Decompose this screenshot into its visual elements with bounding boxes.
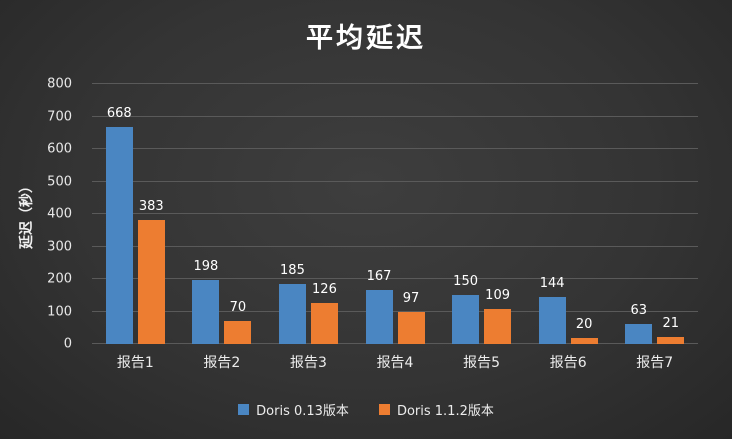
y-tick-label: 700 bbox=[47, 109, 72, 124]
x-tick-label: 报告5 bbox=[463, 355, 501, 371]
chart-title: 平均延迟 bbox=[306, 23, 426, 54]
x-axis-labels: 报告1 报告2 报告3 报告4 报告5 报告6 报告7 bbox=[92, 352, 698, 372]
gridline bbox=[92, 278, 698, 279]
bar-series-1: 21 bbox=[657, 316, 685, 344]
y-axis-ticks: 0 100 200 300 400 500 600 700 800 bbox=[0, 77, 82, 352]
bar-group: 63 21 bbox=[611, 84, 698, 344]
legend-label-doris-013: Doris 0.13版本 bbox=[256, 404, 349, 419]
legend-item-doris-112: Doris 1.1.2版本 bbox=[378, 400, 494, 419]
y-tick-label: 300 bbox=[47, 239, 72, 254]
gridline bbox=[92, 245, 698, 247]
plot-area: 668 383 198 70 185 126 167 97 150 109 144 20 63 21 bbox=[92, 83, 698, 344]
bar-group: 198 70 bbox=[179, 84, 266, 344]
bar-value-label: 144 bbox=[539, 276, 565, 292]
bar-series-0: 63 bbox=[625, 303, 653, 344]
bar-value-label: 109 bbox=[485, 287, 511, 303]
bar-series-1: 109 bbox=[484, 288, 512, 344]
bar-value-label: 20 bbox=[575, 316, 593, 332]
y-tick-label: 500 bbox=[47, 174, 72, 189]
gridline bbox=[92, 115, 698, 117]
gridline bbox=[92, 310, 698, 312]
bar-value-label: 126 bbox=[312, 282, 337, 298]
bar-groups: 668 383 198 70 185 126 167 97 150 109 144 20 63 21 bbox=[92, 84, 698, 344]
legend-swatch-doris-013 bbox=[238, 404, 250, 415]
bar-value-label: 70 bbox=[229, 300, 247, 316]
bar-series-0: 150 bbox=[452, 274, 480, 344]
bar-value-label: 383 bbox=[138, 198, 164, 214]
bar-value-label: 97 bbox=[402, 291, 420, 307]
bar-value-label: 185 bbox=[280, 262, 305, 278]
x-tick-label: 报告3 bbox=[289, 355, 327, 371]
bar-series-0: 668 bbox=[105, 106, 133, 344]
bar-series-1: 97 bbox=[397, 291, 425, 344]
gridlines bbox=[92, 83, 698, 344]
bar-group: 144 20 bbox=[525, 84, 612, 344]
gridline bbox=[92, 83, 698, 84]
bar-group: 668 383 bbox=[92, 84, 179, 344]
gridline bbox=[92, 180, 698, 182]
x-tick-label: 报告7 bbox=[636, 355, 674, 371]
legend-item-doris-013: Doris 0.13版本 bbox=[238, 400, 349, 419]
bar-series-1: 70 bbox=[224, 300, 252, 344]
x-tick-label: 报告4 bbox=[376, 355, 414, 371]
y-tick-label: 400 bbox=[47, 206, 72, 222]
bar-group: 185 126 bbox=[265, 84, 352, 344]
legend: Doris 0.13版本 Doris 1.1.2版本 bbox=[0, 400, 732, 419]
bar-value-label: 668 bbox=[106, 105, 132, 121]
bar-value-label: 63 bbox=[630, 302, 648, 318]
bar-value-label: 198 bbox=[193, 258, 219, 274]
bar-series-1: 126 bbox=[310, 282, 338, 344]
bar-group: 150 109 bbox=[438, 84, 525, 344]
y-tick-label: 0 bbox=[63, 336, 72, 352]
bar-value-label: 150 bbox=[453, 274, 479, 290]
y-tick-label: 600 bbox=[47, 141, 72, 157]
bar-value-label: 21 bbox=[662, 316, 680, 332]
bar-group: 167 97 bbox=[352, 84, 439, 344]
gridline bbox=[92, 213, 698, 214]
x-tick-label: 报告1 bbox=[116, 355, 154, 371]
bar-series-1: 20 bbox=[570, 317, 598, 344]
x-tick-label: 报告2 bbox=[203, 355, 241, 371]
gridline bbox=[92, 148, 698, 149]
x-tick-label: 报告6 bbox=[549, 355, 587, 371]
bar-series-0: 198 bbox=[192, 259, 220, 344]
legend-label-doris-112: Doris 1.1.2版本 bbox=[396, 404, 494, 419]
bar-series-0: 167 bbox=[365, 269, 393, 344]
bar-series-0: 144 bbox=[538, 276, 566, 344]
gridline bbox=[92, 343, 698, 344]
legend-swatch-doris-112 bbox=[378, 404, 390, 415]
y-tick-label: 800 bbox=[47, 76, 72, 92]
y-tick-label: 200 bbox=[47, 271, 72, 287]
bar-series-0: 185 bbox=[278, 263, 306, 344]
y-tick-label: 100 bbox=[47, 304, 72, 319]
bar-value-label: 167 bbox=[366, 268, 392, 284]
bar-series-1: 383 bbox=[137, 199, 165, 344]
